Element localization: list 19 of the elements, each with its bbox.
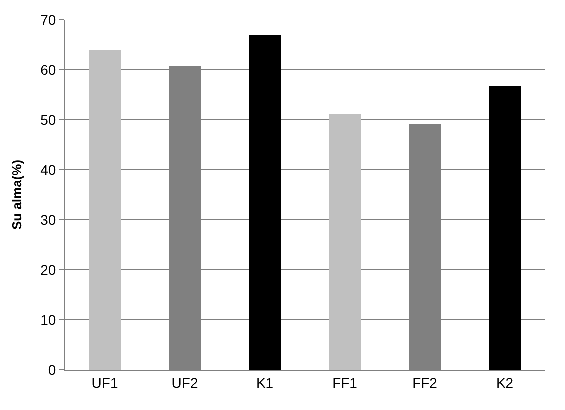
bar — [489, 86, 521, 370]
y-tick-label: 40 — [40, 162, 56, 178]
y-tick-label: 30 — [40, 212, 56, 228]
bar — [249, 35, 281, 370]
y-tick-label: 60 — [40, 62, 56, 78]
x-tick-label: FF1 — [332, 374, 358, 391]
y-axis-title: Su alma(%) — [10, 160, 25, 230]
x-tick-label: FF2 — [412, 374, 438, 391]
y-tick-label: 70 — [40, 12, 56, 28]
x-tick-label: UF1 — [92, 374, 118, 391]
y-tick-label: 20 — [40, 262, 56, 278]
y-tick-label: 50 — [40, 112, 56, 128]
y-tick-label: 0 — [48, 362, 56, 378]
bar — [89, 50, 121, 370]
x-tick-label: UF2 — [172, 374, 198, 391]
bar — [329, 114, 361, 370]
y-tick-label: 10 — [40, 312, 56, 328]
x-tick-label: K2 — [496, 374, 514, 391]
x-tick-label: K1 — [256, 374, 274, 391]
